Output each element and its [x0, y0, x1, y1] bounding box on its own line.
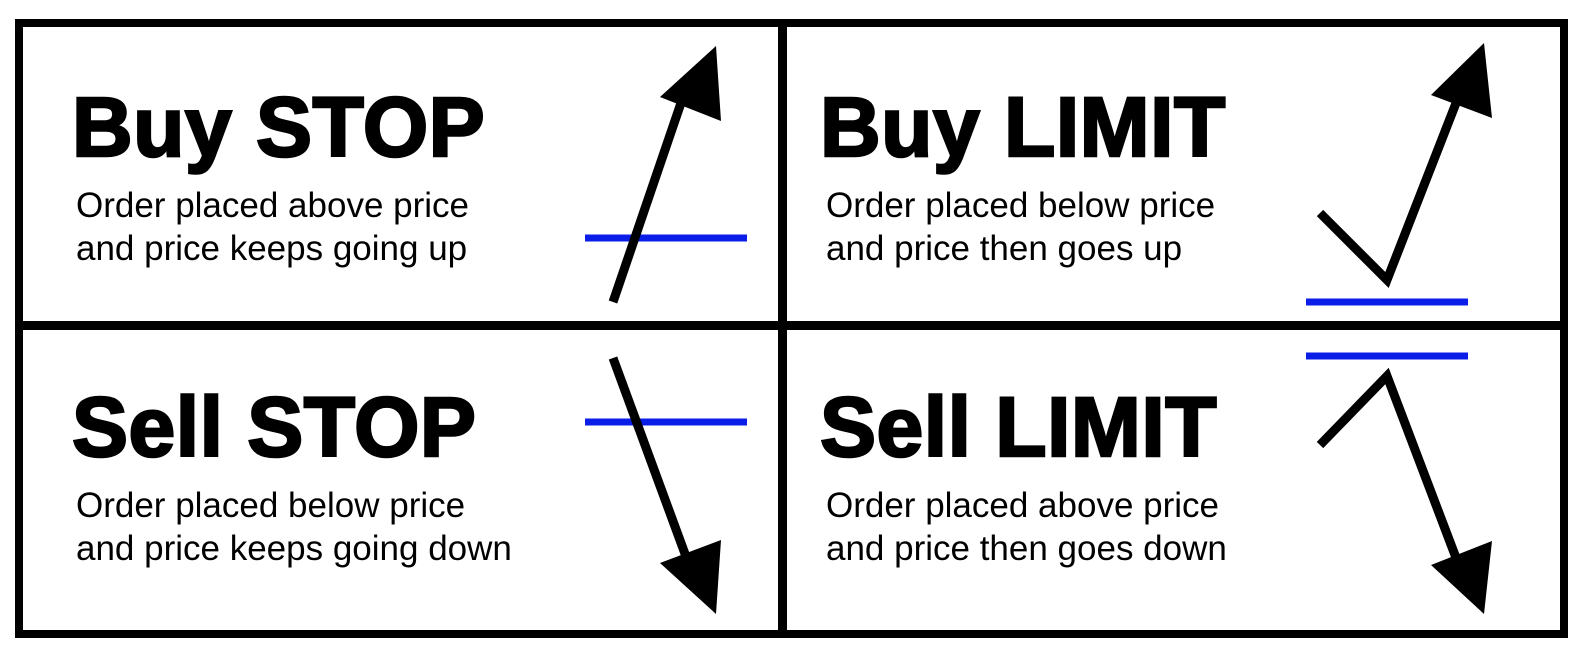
price-path-arrow-down: [608, 356, 693, 564]
description-line: and price then goes up: [826, 229, 1183, 268]
arrowhead-up-icon: [660, 46, 721, 121]
description-line: Order placed above price: [826, 486, 1219, 525]
description-line: Order placed below price: [76, 486, 466, 525]
panel-description: Order placed below price and price then …: [826, 184, 1215, 270]
price-path-spike-then-down: [1316, 367, 1463, 565]
description-line: and price keeps going down: [76, 529, 512, 568]
panel-title: Sell LIMIT: [819, 380, 1218, 474]
price-path-arrow-up: [608, 98, 687, 304]
arrowhead-down-icon: [660, 540, 721, 614]
panel-description: Order placed above price and price then …: [826, 484, 1227, 570]
panel-title: Sell STOP: [71, 380, 477, 474]
horizontal-divider: [15, 321, 1568, 330]
description-line: and price keeps going up: [76, 229, 468, 268]
panel-title: Buy STOP: [71, 80, 486, 174]
description-line: and price then goes down: [826, 529, 1227, 568]
description-line: Order placed above price: [76, 186, 469, 225]
arrowhead-down-icon: [1431, 541, 1492, 614]
panel-description: Order placed below price and price keeps…: [76, 484, 512, 570]
panel-title: Buy LIMIT: [819, 80, 1227, 174]
arrowhead-up-icon: [1431, 43, 1492, 118]
price-path-dip-then-up: [1316, 96, 1463, 289]
description-line: Order placed below price: [826, 186, 1216, 225]
panel-description: Order placed above price and price keeps…: [76, 184, 469, 270]
